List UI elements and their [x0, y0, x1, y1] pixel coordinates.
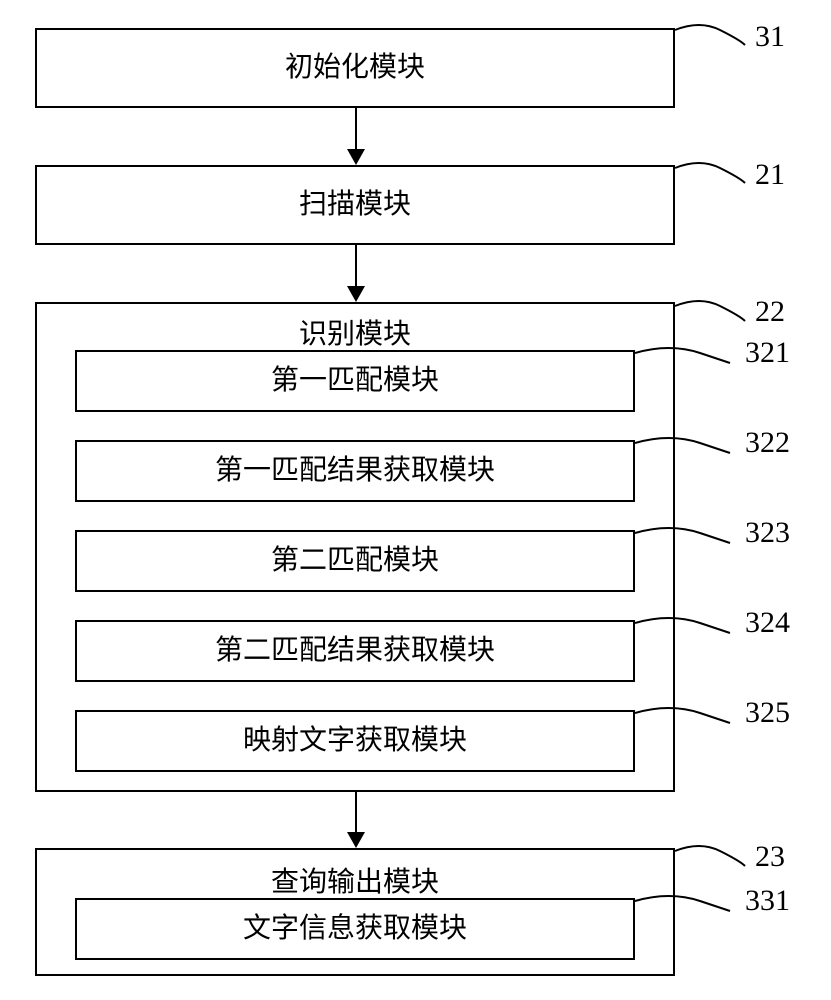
- node-label: 识别模块: [37, 312, 673, 352]
- ref-321: 321: [745, 336, 790, 370]
- node-label: 查询输出模块: [37, 860, 673, 900]
- node-label: 文字信息获取模块: [243, 915, 467, 943]
- ref-324: 324: [745, 606, 790, 640]
- ref-325: 325: [745, 696, 790, 730]
- edge: [355, 792, 357, 832]
- arrow-head-icon: [347, 832, 365, 848]
- ref-322: 322: [745, 426, 790, 460]
- node-first-match-module: 第一匹配模块: [75, 350, 635, 412]
- node-label: 第一匹配结果获取模块: [215, 457, 495, 485]
- ref-31: 31: [755, 20, 785, 54]
- node-second-match-module: 第二匹配模块: [75, 530, 635, 592]
- ref-21: 21: [755, 158, 785, 192]
- node-label: 第一匹配模块: [271, 367, 439, 395]
- ref-23: 23: [755, 840, 785, 874]
- node-label: 第二匹配模块: [271, 547, 439, 575]
- node-first-match-result-module: 第一匹配结果获取模块: [75, 440, 635, 502]
- ref-331: 331: [745, 884, 790, 918]
- diagram-canvas: 初始化模块 31 扫描模块 21 识别模块 22 第一匹配模块 321 第一匹配…: [0, 0, 831, 1000]
- node-label: 映射文字获取模块: [243, 727, 467, 755]
- node-text-info-module: 文字信息获取模块: [75, 898, 635, 960]
- node-scan-module: 扫描模块: [35, 165, 675, 245]
- node-label: 初始化模块: [285, 54, 425, 82]
- ref-22: 22: [755, 295, 785, 329]
- node-label: 扫描模块: [299, 191, 411, 219]
- node-init-module: 初始化模块: [35, 28, 675, 108]
- edge: [355, 108, 357, 149]
- edge: [355, 245, 357, 286]
- node-mapping-text-module: 映射文字获取模块: [75, 710, 635, 772]
- arrow-head-icon: [347, 149, 365, 165]
- arrow-head-icon: [347, 286, 365, 302]
- ref-323: 323: [745, 516, 790, 550]
- node-label: 第二匹配结果获取模块: [215, 637, 495, 665]
- node-second-match-result-module: 第二匹配结果获取模块: [75, 620, 635, 682]
